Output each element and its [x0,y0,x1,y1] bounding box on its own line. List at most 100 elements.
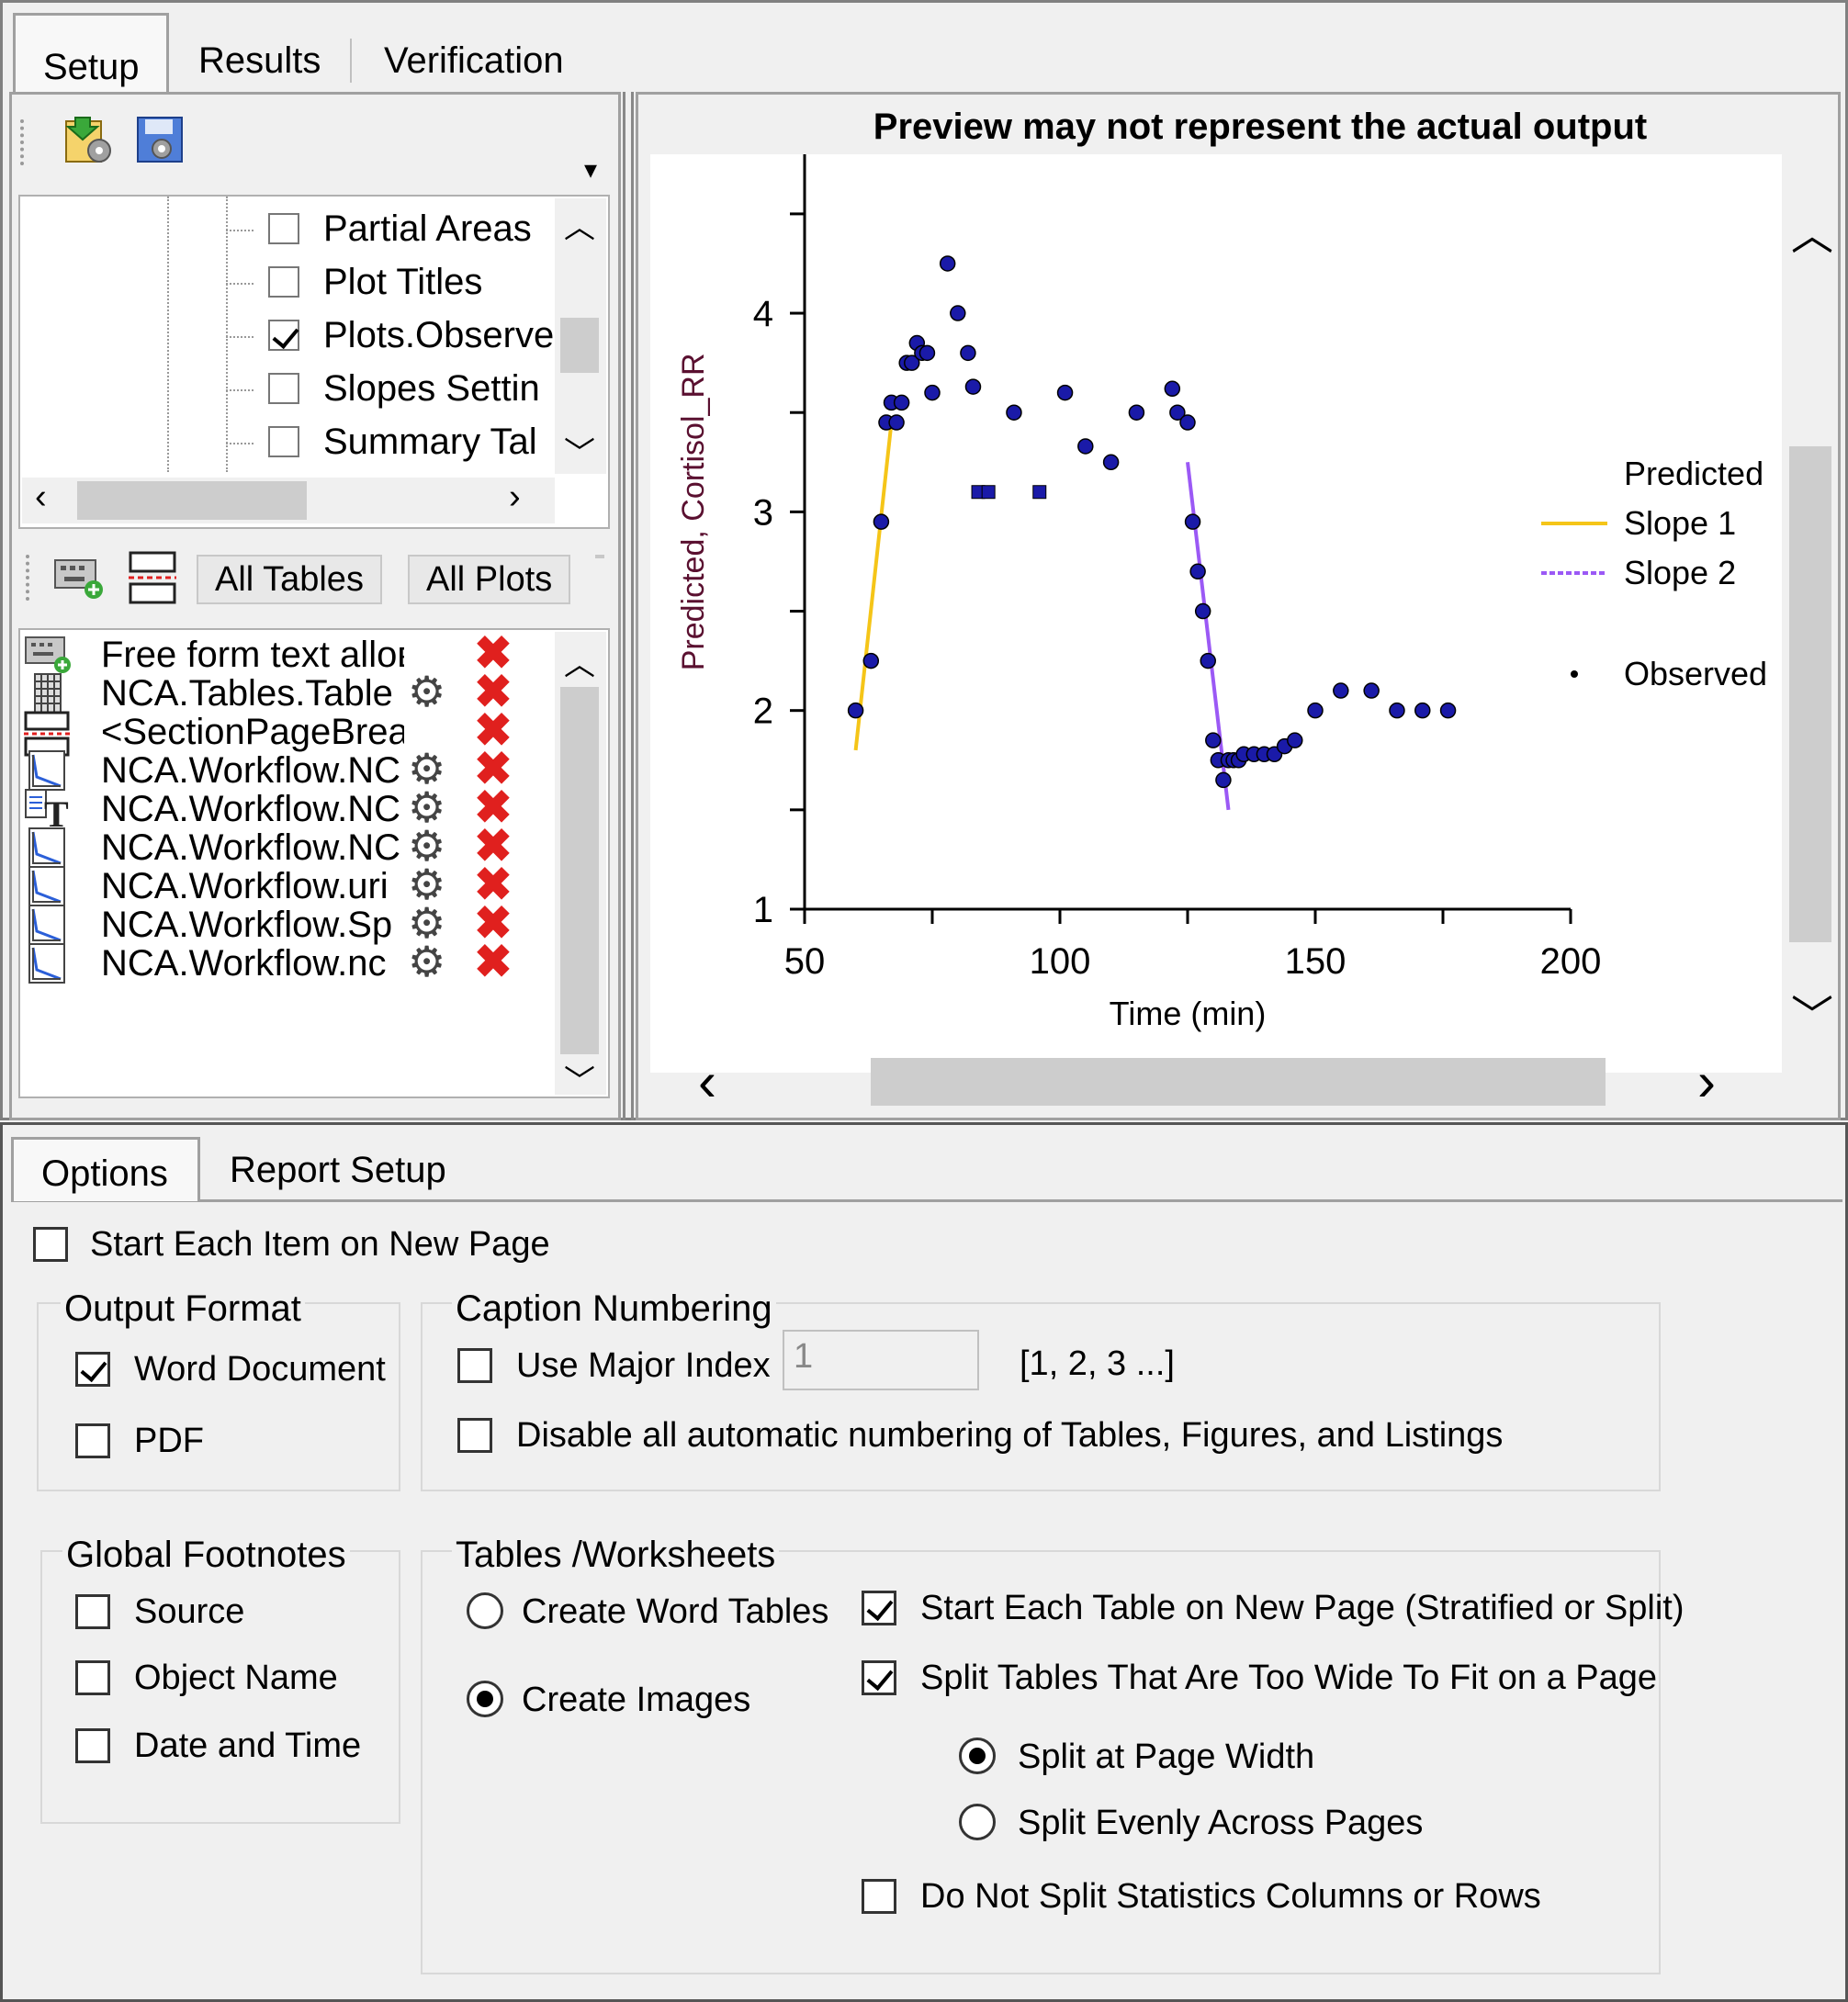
data-point [981,485,996,500]
tree-item-checkbox[interactable] [268,213,299,244]
tree-item-checkbox[interactable] [268,426,299,457]
tab-report-setup[interactable]: Report Setup [230,1150,446,1190]
delete-icon[interactable]: ✖ [474,743,513,794]
delete-icon[interactable]: ✖ [474,704,513,756]
report-item[interactable]: NCA.Workflow.NC ⚙ ✖ [24,746,555,792]
scroll-down-icon[interactable]: ﹀ [1791,992,1833,1040]
object-name-checkbox[interactable] [75,1660,110,1695]
tree-item[interactable]: Plot Titles [226,259,551,309]
tree-item-checkbox[interactable] [268,266,299,298]
major-index-input[interactable]: 1 [783,1330,979,1390]
tree-connector [226,283,254,285]
toolbar-overflow-icon[interactable]: ▾ [584,155,598,184]
split-at-page-width-radio[interactable] [959,1738,996,1774]
page-break-icon[interactable] [127,551,178,604]
tab-setup[interactable]: Setup [13,13,169,92]
tab-options[interactable]: Options [11,1137,200,1201]
start-each-table-checkbox[interactable] [862,1591,896,1625]
tree-item[interactable]: Summary Tal [226,419,551,468]
tree-item-checkbox[interactable] [268,320,299,351]
use-major-index-checkbox[interactable] [457,1348,492,1383]
report-item[interactable]: NCA.Tables.Table ⚙ ✖ [24,669,555,714]
data-point [1194,602,1211,620]
report-item[interactable]: Free form text alloв ✖ [24,630,555,676]
word-document-checkbox[interactable] [75,1352,110,1387]
save-setting-icon[interactable] [134,114,186,165]
scroll-left-icon[interactable]: ‹ [698,1051,716,1112]
scroll-thumb[interactable] [560,687,599,1054]
delete-icon[interactable]: ✖ [474,666,513,717]
scroll-thumb[interactable] [77,481,307,520]
report-item-label: NCA.Workflow.nc [101,943,387,984]
report-item[interactable]: NCA.Workflow.NC ⚙ ✖ [24,823,555,869]
scroll-down-icon[interactable]: ﹀ [564,1064,595,1099]
report-item[interactable]: <SectionPageBrea ✖ [24,707,555,757]
report-list-scrollbar[interactable]: ︿ ﹀ [555,632,606,1099]
tree-item[interactable]: Plots.Observe [226,312,555,362]
gear-icon[interactable]: ⚙ [408,860,446,908]
data-point [924,384,941,401]
report-item-label: NCA.Tables.Table [101,673,393,714]
y-tick-label: 4 [753,294,773,334]
gear-icon[interactable]: ⚙ [408,822,446,870]
preview-title: Preview may not represent the actual out… [873,107,1648,147]
report-item[interactable]: NCA.Workflow.nc ⚙ ✖ [24,939,555,984]
preview-hscrollbar[interactable]: ‹ › [650,1054,1782,1109]
gear-icon[interactable]: ⚙ [408,938,446,985]
tab-verification[interactable]: Verification [384,40,564,81]
date-time-checkbox[interactable] [75,1728,110,1763]
preview-vscrollbar[interactable]: ︿ ﹀ [1786,156,1835,1074]
create-word-tables-label: Create Word Tables [522,1592,829,1631]
plot-icon [24,904,72,950]
tree-connector [226,230,254,231]
tree-item-checkbox[interactable] [268,373,299,404]
report-item[interactable]: NCA.Workflow.uri ⚙ ✖ [24,861,555,907]
report-item[interactable]: NCA.Workflow.Sp ⚙ ✖ [24,900,555,946]
all-tables-button[interactable]: All Tables [197,555,382,604]
options-pane-border [0,1122,1848,2002]
tree-item[interactable]: Slopes Settin [226,366,551,415]
tree-hscrollbar[interactable]: ‹ › [22,478,555,523]
split-tables-checkbox[interactable] [862,1660,896,1695]
add-text-icon[interactable] [53,555,105,601]
tab-results[interactable]: Results [198,40,321,81]
do-not-split-stats-checkbox[interactable] [862,1879,896,1914]
tree-item[interactable]: Partial Areas [226,206,551,255]
source-checkbox[interactable] [75,1594,110,1629]
scroll-up-icon[interactable]: ︿ [564,210,595,245]
add-setting-icon[interactable] [62,114,114,165]
scroll-thumb[interactable] [871,1058,1606,1106]
data-point [1200,652,1216,669]
gear-icon[interactable]: ⚙ [408,899,446,947]
start-each-table-label: Start Each Table on New Page (Stratified… [920,1589,1685,1627]
scroll-up-icon[interactable]: ︿ [1791,211,1833,259]
gear-icon[interactable]: ⚙ [408,783,446,831]
all-plots-button[interactable]: All Plots [408,555,571,604]
delete-icon[interactable]: ✖ [474,628,513,679]
scroll-thumb[interactable] [560,318,599,373]
create-word-tables-radio[interactable] [467,1592,503,1629]
scroll-right-icon[interactable]: › [1697,1051,1716,1112]
scroll-thumb[interactable] [1789,446,1831,942]
delete-icon[interactable]: ✖ [474,782,513,833]
scroll-right-icon[interactable]: › [509,478,521,516]
gear-icon[interactable]: ⚙ [408,668,446,715]
disable-auto-numbering-checkbox[interactable] [457,1418,492,1453]
scroll-left-icon[interactable]: ‹ [35,478,47,516]
delete-icon[interactable]: ✖ [474,936,513,987]
start-each-item-checkbox[interactable] [33,1227,68,1262]
gear-icon[interactable]: ⚙ [408,745,446,793]
delete-icon[interactable]: ✖ [474,897,513,949]
delete-icon[interactable]: ✖ [474,820,513,872]
pdf-checkbox[interactable] [75,1423,110,1458]
report-item[interactable]: T NCA.Workflow.NC ⚙ ✖ [24,784,555,835]
create-images-radio[interactable] [467,1681,503,1717]
more-button[interactable] [595,555,604,558]
split-evenly-radio[interactable] [959,1804,996,1840]
scroll-down-icon[interactable]: ﹀ [564,436,595,471]
tree-scrollbar[interactable]: ︿ ﹀ [555,198,606,474]
scroll-up-icon[interactable]: ︿ [564,647,595,682]
splitter[interactable] [623,92,634,1120]
y-tick-label: 2 [753,692,773,732]
delete-icon[interactable]: ✖ [474,859,513,910]
